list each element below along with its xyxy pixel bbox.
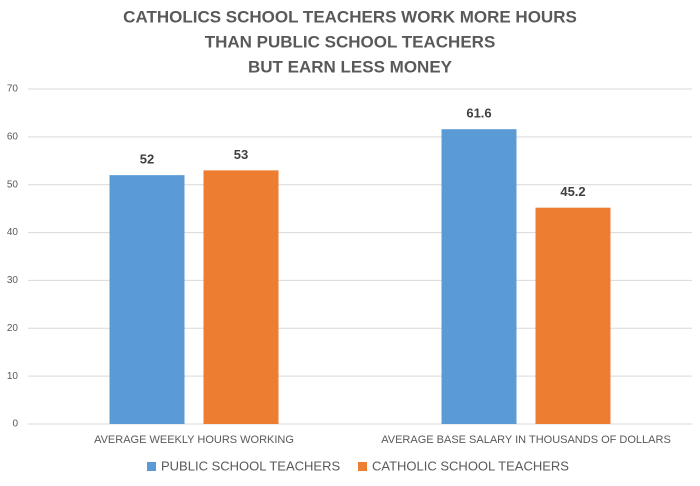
legend-label: PUBLIC SCHOOL TEACHERS (161, 458, 340, 473)
chart-title: THAN PUBLIC SCHOOL TEACHERS (205, 32, 496, 51)
y-tick-label: 0 (12, 419, 18, 430)
chart-title: BUT EARN LESS MONEY (248, 57, 453, 76)
y-tick-label: 60 (7, 131, 19, 142)
bar (109, 175, 185, 424)
legend-swatch (147, 462, 156, 471)
legend-label: CATHOLIC SCHOOL TEACHERS (372, 458, 569, 473)
y-tick-label: 50 (7, 179, 19, 190)
x-tick-label: AVERAGE WEEKLY HOURS WORKING (94, 434, 294, 446)
data-label: 52 (140, 152, 154, 167)
y-tick-label: 30 (7, 275, 19, 286)
data-label: 45.2 (560, 184, 585, 199)
bar (535, 207, 611, 424)
data-label: 61.6 (466, 106, 491, 121)
chart-title: CATHOLICS SCHOOL TEACHERS WORK MORE HOUR… (123, 7, 577, 26)
y-tick-label: 10 (7, 371, 19, 382)
y-tick-label: 70 (7, 84, 19, 95)
bar (203, 170, 279, 424)
legend-swatch (358, 462, 367, 471)
x-tick-label: AVERAGE BASE SALARY IN THOUSANDS OF DOLL… (381, 434, 671, 446)
y-tick-label: 20 (7, 323, 19, 334)
data-label: 53 (234, 147, 248, 162)
bar (441, 129, 517, 424)
y-tick-label: 40 (7, 227, 19, 238)
